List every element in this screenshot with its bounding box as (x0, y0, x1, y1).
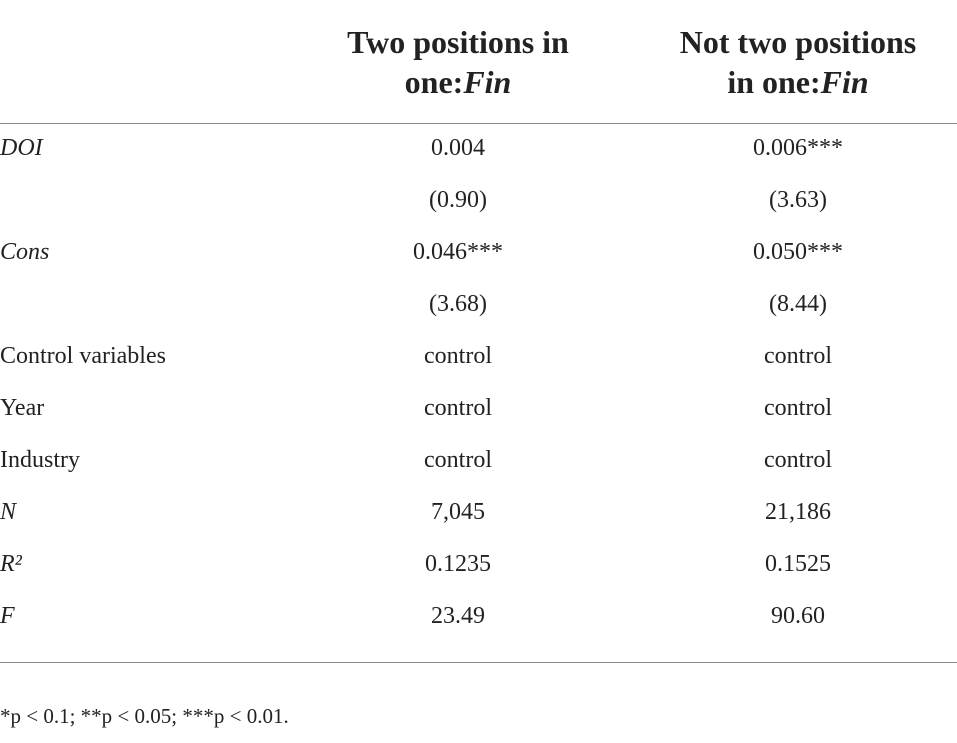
table-cell: control (764, 447, 832, 473)
column-header: Two positions in one:Fin (288, 22, 628, 102)
row-label: Cons (0, 239, 50, 265)
table-cell: 0.046*** (413, 239, 503, 265)
header-text: Two positions in one: (347, 24, 569, 100)
table-cell: control (764, 343, 832, 369)
table-cell: control (424, 447, 492, 473)
table-cell: 0.1235 (425, 551, 491, 577)
table-cell: 0.006*** (753, 135, 843, 161)
table-cell: (0.90) (429, 187, 487, 213)
table-cell: control (764, 395, 832, 421)
header-rule (0, 123, 957, 124)
table-cell: 7,045 (431, 499, 485, 525)
table-cell: control (424, 395, 492, 421)
header-italic: Fin (463, 64, 512, 100)
table-cell: 90.60 (771, 603, 825, 629)
table-cell: (8.44) (769, 291, 827, 317)
row-label: N (0, 499, 17, 525)
table-cell: 21,186 (765, 499, 831, 525)
table-cell: (3.63) (769, 187, 827, 213)
row-label: Year (0, 395, 45, 421)
table-cell: 23.49 (431, 603, 485, 629)
row-label: F (0, 603, 15, 629)
footnote: *p < 0.1; **p < 0.05; ***p < 0.01. (0, 704, 289, 728)
row-label: Control variables (0, 343, 166, 369)
table-cell: (3.68) (429, 291, 487, 317)
header-text: Not two positions in one: (679, 24, 917, 100)
table-cell: 0.1525 (765, 551, 831, 577)
table-cell: 0.050*** (753, 239, 843, 265)
bottom-rule (0, 662, 957, 663)
table-cell: 0.004 (431, 135, 485, 161)
header-italic: Fin (820, 64, 869, 100)
row-label: R² (0, 551, 22, 577)
table-cell: control (424, 343, 492, 369)
row-label: DOI (0, 135, 43, 161)
column-header: Not two positions in one:Fin (628, 22, 957, 102)
row-label: Industry (0, 447, 80, 473)
